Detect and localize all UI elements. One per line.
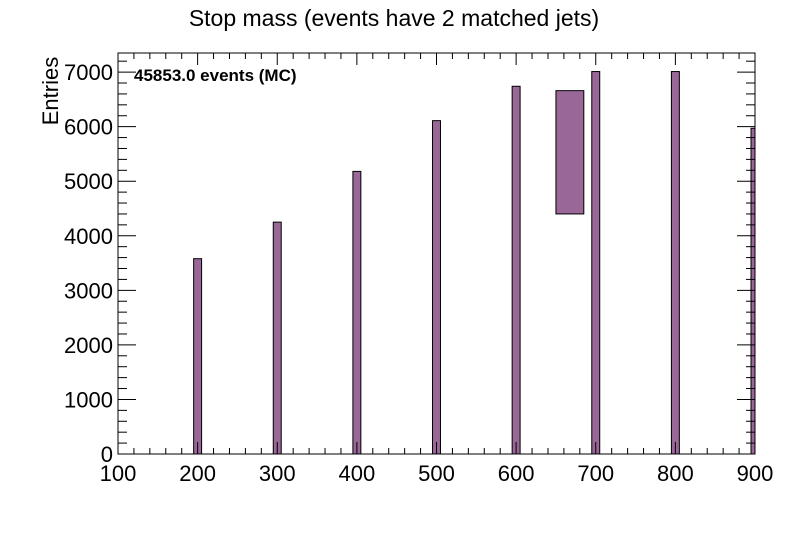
y-tick-label: 7000 bbox=[64, 60, 113, 85]
y-axis-label: Entries bbox=[38, 57, 63, 125]
x-tick-label: 600 bbox=[498, 461, 535, 486]
y-tick-label: 1000 bbox=[64, 387, 113, 412]
x-tick-label: 700 bbox=[577, 461, 614, 486]
histogram-bar-1 bbox=[272, 221, 282, 455]
x-tick-label: 300 bbox=[259, 461, 296, 486]
histogram-bar-3 bbox=[432, 120, 441, 455]
axis-ticks: 100 200 300 400 500 600 700 800 900 0 1000 2000 3000… bbox=[64, 53, 773, 486]
x-tick-label: 500 bbox=[418, 461, 455, 486]
histogram-bar-0 bbox=[193, 258, 203, 455]
x-tick-label: 800 bbox=[657, 461, 694, 486]
events-annotation: 45853.0 events (MC) bbox=[134, 66, 297, 85]
y-tick-label: 4000 bbox=[64, 224, 113, 249]
y-tick-label: 6000 bbox=[64, 115, 113, 140]
x-tick-label: 100 bbox=[100, 461, 137, 486]
histogram-band bbox=[555, 90, 585, 215]
chart-title: Stop mass (events have 2 matched jets) bbox=[189, 5, 599, 31]
histogram-bar-6 bbox=[670, 71, 680, 455]
y-tick-label: 0 bbox=[101, 442, 113, 467]
x-tick-label: 200 bbox=[179, 461, 216, 486]
x-tick-label: 900 bbox=[737, 461, 774, 486]
x-tick-label: 400 bbox=[339, 461, 376, 486]
bars-layer bbox=[193, 71, 756, 455]
histogram-bar-5 bbox=[591, 71, 601, 455]
y-tick-label: 2000 bbox=[64, 333, 113, 358]
histogram-bar-7 bbox=[750, 127, 756, 455]
y-tick-label: 3000 bbox=[64, 278, 113, 303]
histogram-bar-4 bbox=[511, 85, 521, 455]
y-tick-label: 5000 bbox=[64, 169, 113, 194]
histogram-bar-2 bbox=[352, 170, 362, 455]
